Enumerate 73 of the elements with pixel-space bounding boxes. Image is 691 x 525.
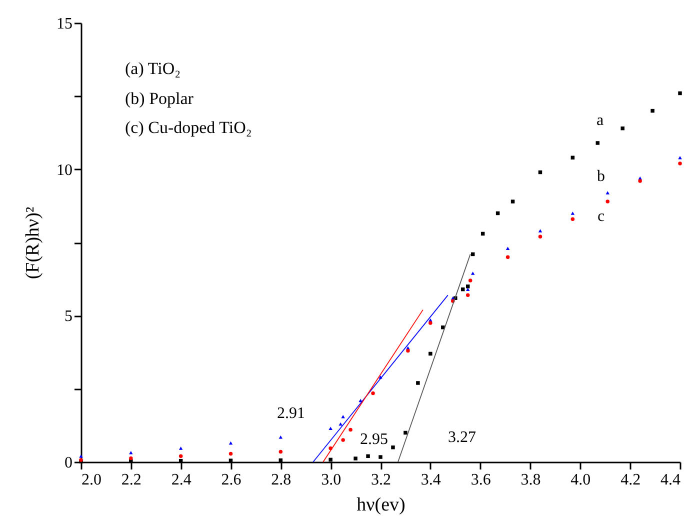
y-tick-label: 0 <box>64 454 72 472</box>
point <box>538 234 542 239</box>
x-tick-label: 2.8 <box>271 472 292 488</box>
x-tick-label: 2.2 <box>121 472 142 488</box>
x-tick-label: 2.4 <box>171 472 192 488</box>
x-tick-label: 4.4 <box>660 472 680 488</box>
x-tick-label: 3.8 <box>520 472 541 488</box>
point <box>596 141 600 145</box>
point <box>79 454 83 458</box>
point <box>470 272 475 275</box>
point <box>678 162 682 166</box>
point <box>620 126 624 130</box>
annotation: (a) TiO₂ <box>125 59 181 78</box>
point <box>404 430 408 435</box>
x-tick-label: 3.6 <box>470 472 491 488</box>
point <box>178 446 183 450</box>
annotation: (b) Poplar <box>125 89 194 108</box>
point <box>228 452 233 456</box>
annotation: a <box>596 112 604 129</box>
x-axis-title: hν(ev) <box>356 494 406 516</box>
point <box>378 455 382 459</box>
annotation: b <box>597 168 605 185</box>
point <box>129 451 133 454</box>
point <box>606 200 610 204</box>
point <box>506 255 510 259</box>
point <box>366 454 370 458</box>
point <box>638 179 642 183</box>
point <box>354 456 358 460</box>
x-tick-label: 3.2 <box>371 472 391 488</box>
point <box>606 191 610 194</box>
point <box>428 352 432 356</box>
x-tick-label: 3.4 <box>420 472 441 488</box>
point <box>538 229 542 232</box>
annotation: 2.91 <box>277 405 305 422</box>
x-tick-label: 4.2 <box>620 472 641 488</box>
annotation: (c) Cu-doped TiO₂ <box>125 118 252 137</box>
point <box>406 348 410 353</box>
point <box>510 200 515 204</box>
x-tick-label: 2.0 <box>82 472 102 488</box>
point <box>506 246 510 250</box>
x-tick-label: 2.6 <box>221 472 242 488</box>
y-axis-title: (F(R)hν)² <box>22 206 44 280</box>
annotation: c <box>597 208 605 225</box>
point <box>338 422 342 426</box>
annotation: 2.95 <box>360 431 388 448</box>
point <box>328 426 332 430</box>
point <box>178 454 183 458</box>
x-tick-label: 4.0 <box>570 472 591 488</box>
point <box>416 381 420 385</box>
point <box>341 415 345 418</box>
y-tick-label: 10 <box>56 162 72 179</box>
point <box>428 321 432 325</box>
point <box>466 293 470 298</box>
point <box>468 278 472 282</box>
point <box>391 445 395 450</box>
point <box>371 391 375 396</box>
point <box>570 217 575 221</box>
point <box>328 458 332 462</box>
annotation: 3.27 <box>448 429 476 446</box>
point <box>348 428 352 432</box>
point <box>650 108 654 113</box>
y-tick-label: 15 <box>56 16 72 32</box>
point <box>466 284 470 288</box>
x-tick-label: 3.0 <box>321 472 342 488</box>
point <box>466 288 470 291</box>
point <box>341 438 345 442</box>
point <box>278 450 283 454</box>
point <box>570 212 575 215</box>
point <box>678 91 682 96</box>
point <box>228 458 233 462</box>
point <box>228 441 233 445</box>
y-tick-label: 5 <box>64 308 72 326</box>
point <box>129 456 133 460</box>
